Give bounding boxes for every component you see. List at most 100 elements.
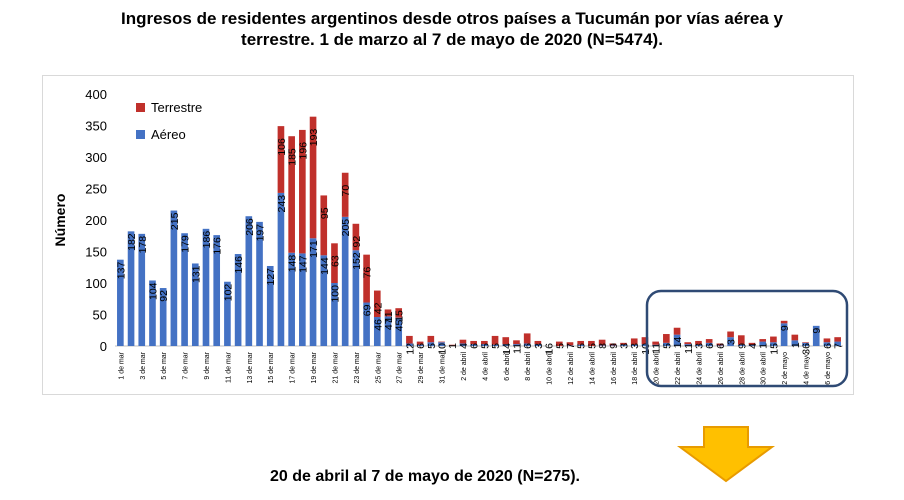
bar-chart: 050100150200250300350400Número1371821781… xyxy=(52,87,849,388)
bar-aereo xyxy=(277,192,285,346)
bar-aereo xyxy=(620,344,627,346)
value-label: 3 xyxy=(693,343,705,349)
bar-terrestre xyxy=(406,335,413,344)
value-label: 3 xyxy=(619,343,631,349)
value-label: 178 xyxy=(137,236,149,254)
bar-aereo xyxy=(802,342,809,346)
bar-terrestre xyxy=(491,335,499,345)
bar-aereo xyxy=(395,317,403,346)
value-label: 179 xyxy=(180,235,192,253)
value-label: 1 xyxy=(790,342,802,348)
value-label-top: 106 xyxy=(276,138,288,156)
bar-aereo xyxy=(598,345,606,346)
bar-terrestre xyxy=(577,340,585,345)
bar-terrestre xyxy=(620,342,627,345)
value-label: 176 xyxy=(212,237,224,255)
value-label: 5 xyxy=(586,343,598,349)
y-tick-label: 50 xyxy=(93,308,107,323)
bar-terrestre xyxy=(588,340,595,346)
chart-title: Ingresos de residentes argentinos desde … xyxy=(0,8,904,50)
x-tick-label: 8 de abril xyxy=(525,352,532,381)
value-label: 7 xyxy=(833,343,845,349)
value-label: 5 xyxy=(661,343,673,349)
x-tick-label: 10 de abril xyxy=(547,352,554,385)
value-label: 9 xyxy=(779,325,791,331)
bar-terrestre xyxy=(705,339,713,343)
x-tick-label: 13 de mar xyxy=(247,351,254,383)
value-label: 186 xyxy=(201,231,213,249)
bar-aereo xyxy=(406,343,413,346)
bar-aereo xyxy=(695,344,702,346)
bar-terrestre xyxy=(459,339,467,344)
bar-aereo xyxy=(737,344,745,346)
range-note: 20 de abril al 7 de mayo de 2020 (N=275)… xyxy=(270,468,580,485)
value-label-top: 63 xyxy=(329,255,341,267)
bar-terrestre xyxy=(716,343,724,346)
value-label: 9 xyxy=(608,343,620,349)
legend-swatch-aereo xyxy=(136,130,145,139)
x-tick-label: 21 de mar xyxy=(332,351,339,383)
bar-aereo xyxy=(652,344,659,346)
x-tick-label: 2 de mayo xyxy=(782,352,789,385)
value-label: 4 xyxy=(458,343,470,349)
y-tick-label: 150 xyxy=(85,245,107,260)
value-label: 5 xyxy=(554,343,566,349)
bar-aereo xyxy=(181,233,188,346)
bar-terrestre xyxy=(823,338,831,343)
value-label: 147 xyxy=(297,255,309,273)
value-label: 47 xyxy=(383,318,395,330)
bar-terrestre xyxy=(470,340,477,345)
value-label: 15 xyxy=(768,343,780,355)
x-tick-label: 7 de mar xyxy=(183,351,190,379)
bar-aereo xyxy=(331,283,338,346)
value-label: 6 xyxy=(704,343,716,349)
x-tick-label: 27 de mar xyxy=(397,351,404,383)
bar-aereo xyxy=(470,344,477,346)
bar-aereo xyxy=(448,345,456,346)
bar-aereo xyxy=(727,337,734,346)
bar-terrestre xyxy=(598,339,606,346)
x-tick-label: 2 de abril xyxy=(461,352,468,381)
bar-aereo xyxy=(491,344,499,346)
bar-aereo xyxy=(759,341,767,346)
y-tick-label: 250 xyxy=(85,182,107,197)
value-label: 137 xyxy=(115,262,127,280)
value-label: 5 xyxy=(490,343,502,349)
x-tick-label: 9 de mar xyxy=(204,351,211,379)
bar-aereo xyxy=(534,344,542,346)
down-arrow-icon xyxy=(676,426,776,483)
bar-aereo xyxy=(523,343,531,346)
value-label: 182 xyxy=(126,233,138,251)
bar-aereo xyxy=(363,302,370,346)
bar-terrestre xyxy=(641,337,649,345)
bar-terrestre xyxy=(695,340,702,345)
bar-aereo xyxy=(138,233,146,346)
bar-terrestre xyxy=(341,172,349,217)
bar-terrestre xyxy=(791,334,799,341)
bar-terrestre xyxy=(363,254,370,303)
value-label: 9 xyxy=(811,328,823,334)
bar-aereo xyxy=(481,344,488,346)
bar-terrestre xyxy=(673,327,681,335)
bar-terrestre xyxy=(630,338,638,345)
bar-aereo xyxy=(159,288,167,346)
value-label: 215 xyxy=(169,212,181,230)
x-tick-label: 20 de abril xyxy=(654,352,661,385)
bar-terrestre xyxy=(352,223,360,251)
bar-aereo xyxy=(577,344,585,346)
bar-terrestre xyxy=(481,340,488,345)
value-label: 3 xyxy=(726,339,738,345)
value-label: 152 xyxy=(351,252,363,270)
value-label: 92 xyxy=(158,290,170,302)
bar-aereo xyxy=(224,281,231,346)
x-tick-label: 19 de mar xyxy=(311,351,318,383)
x-tick-label: 31 de mar xyxy=(440,351,447,383)
bar-aereo xyxy=(748,344,756,346)
bar-terrestre xyxy=(309,116,317,239)
bar-aereo xyxy=(127,231,135,346)
bar-aereo xyxy=(170,210,178,346)
bar-aereo xyxy=(245,216,253,346)
bar-terrestre xyxy=(448,344,456,346)
bar-terrestre xyxy=(395,308,403,318)
bar-terrestre xyxy=(663,334,670,343)
